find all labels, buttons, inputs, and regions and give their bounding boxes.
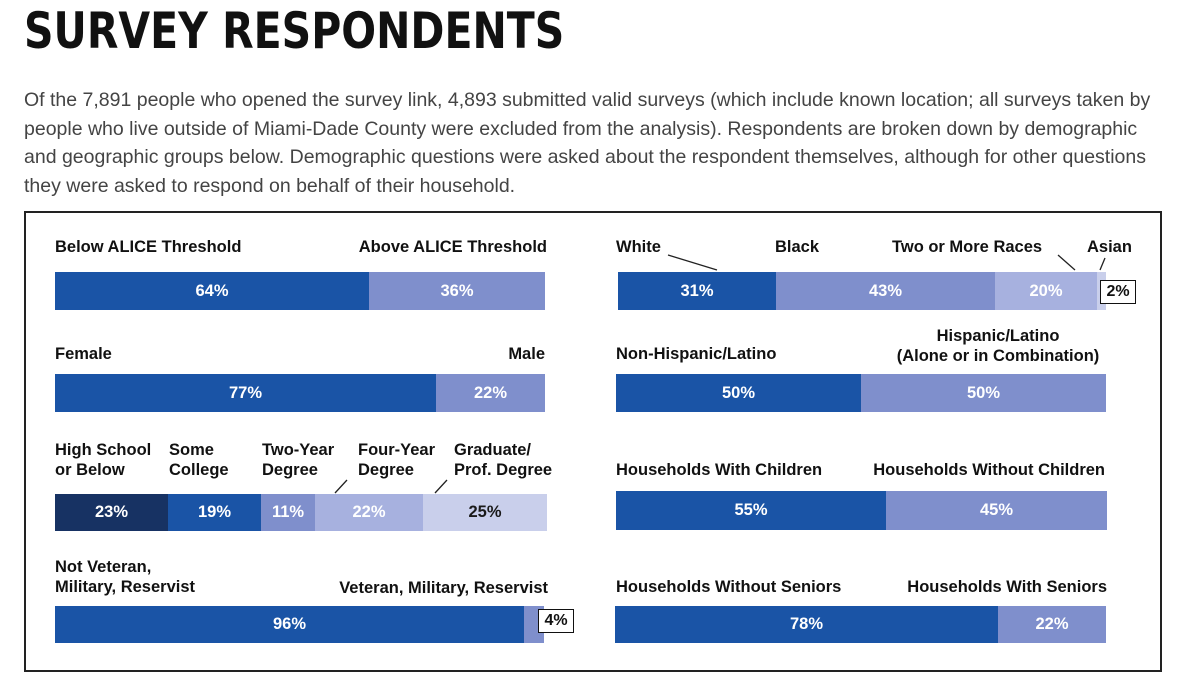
bar-gender: 77% 22% [55,374,545,412]
data-label-veteran-military-reservist: 4% [538,609,574,633]
label-hs-line2: or Below [55,461,125,479]
data-label-two-year-degree: 11% [271,503,305,521]
bar-segment-white: 31% [618,272,776,310]
label-hs-line1: High School [55,441,152,459]
bar-segment-households-without-children: 45% [886,491,1107,530]
bar-segment-graduate-prof-degree: 25% [423,494,547,531]
bar-segment-hispanic-latino-alone-or-in-combination: 50% [861,374,1106,412]
label-below-alice: Below ALICE Threshold [55,238,242,256]
chart-panel [24,211,1162,672]
label-hh-with-children: Households With Children [616,461,823,479]
data-label-households-without-children: 45% [979,501,1014,519]
label-hh-without-children: Households Without Children [873,461,1105,479]
label-2y-line1: Two-Year [262,441,335,459]
label-female: Female [55,345,112,363]
bar-ethnicity: 50% 50% [616,374,1106,412]
label-4y-line2: Degree [358,461,414,479]
data-label-not-veteran-military-reservist: 96% [272,615,307,633]
label-gr-line1: Graduate/ [454,441,532,459]
label-two-or-more: Two or More Races [892,238,1043,256]
data-label-white: 31% [680,281,714,300]
bar-segment-male: 22% [436,374,545,412]
label-hh-without-seniors: Households Without Seniors [616,578,842,596]
data-label-households-without-seniors: 78% [789,615,824,633]
label-asian: Asian [1087,238,1132,256]
bar-veteran: 96% [55,606,544,643]
bar-segment-two-or-more-races: 20% [995,272,1097,310]
label-veteran: Veteran, Military, Reservist [339,579,548,597]
bar-segment-above-alice-threshold: 36% [369,272,545,310]
label-hispanic-line1: Hispanic/Latino [936,327,1060,345]
label-above-alice: Above ALICE Threshold [358,238,547,256]
data-label-asian: 2% [1100,280,1136,304]
label-black: Black [775,238,820,256]
label-sc-line1: Some [169,441,214,459]
data-label-high-school-or-below: 23% [94,503,129,521]
bar-segment-households-with-children: 55% [616,491,886,530]
bar-segment-non-hispanic-latino: 50% [616,374,861,412]
data-label-some-college: 19% [197,503,232,521]
bar-alice: 64% 36% [55,272,545,310]
bar-segment-black: 43% [776,272,995,310]
label-not-veteran-line1: Not Veteran, [55,558,152,576]
data-label-above-alice-threshold: 36% [440,281,474,300]
bar-segment-four-year-degree: 22% [315,494,423,531]
bar-segment-households-with-seniors: 22% [998,606,1106,643]
bar-segment-high-school-or-below: 23% [55,494,168,531]
bar-segment-some-college: 19% [168,494,261,531]
bar-children: 55% 45% [616,491,1107,530]
bar-segment-households-without-seniors: 78% [615,606,998,643]
bar-race: 31% 43% 20% [618,272,1106,310]
label-white: White [616,238,661,256]
label-gr-line2: Prof. Degree [454,461,553,479]
label-not-veteran-line2: Military, Reservist [55,578,196,596]
bar-education: 23% 19% 11% 22% 25% [55,494,547,531]
data-label-households-with-children: 55% [734,501,768,519]
bar-seniors: 78% 22% [615,606,1106,643]
label-hh-with-seniors: Households With Seniors [907,578,1107,596]
data-label-male: 22% [473,383,508,402]
data-label-non-hispanic-latino: 50% [721,383,756,402]
bar-segment-below-alice-threshold: 64% [55,272,369,310]
data-label-two-or-more-races: 20% [1029,281,1063,300]
data-label-hispanic-latino-alone-or-in-combination: 50% [966,383,1001,402]
bar-segment-two-year-degree: 11% [261,494,315,531]
bar-segment-female: 77% [55,374,436,412]
data-label-female: 77% [228,383,263,402]
data-label-graduate-prof-degree: 25% [468,503,502,521]
label-male: Male [508,345,545,363]
label-2y-line2: Degree [262,461,318,479]
data-label-black: 43% [868,281,903,300]
data-label-households-with-seniors: 22% [1035,615,1069,633]
page-title: SURVEY RESPONDENTS [24,2,565,60]
intro-paragraph: Of the 7,891 people who opened the surve… [24,89,1151,197]
bar-segment-not-veteran-military-reservist: 96% [55,606,524,643]
label-sc-line2: College [169,461,229,479]
label-4y-line1: Four-Year [358,441,436,459]
data-label-four-year-degree: 22% [352,503,386,521]
label-hispanic-line2: (Alone or in Combination) [896,347,1100,365]
data-label-below-alice-threshold: 64% [195,281,229,300]
label-non-hispanic: Non-Hispanic/Latino [616,345,777,363]
